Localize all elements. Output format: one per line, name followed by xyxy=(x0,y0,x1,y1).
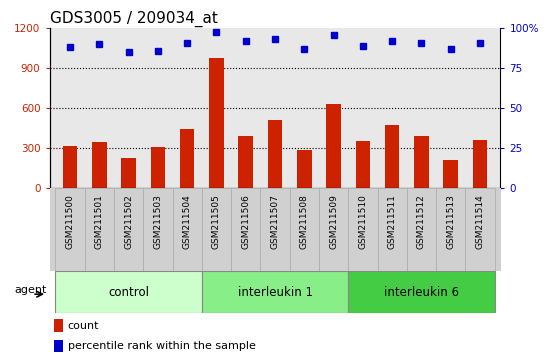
Bar xyxy=(385,125,399,188)
Bar xyxy=(348,271,494,313)
Text: GSM211505: GSM211505 xyxy=(212,194,221,249)
Bar xyxy=(209,58,224,188)
Text: count: count xyxy=(68,320,99,331)
Bar xyxy=(407,188,436,271)
Bar xyxy=(238,136,253,188)
Bar xyxy=(231,188,260,271)
Bar xyxy=(56,188,85,271)
Bar xyxy=(143,188,173,271)
Bar xyxy=(260,188,290,271)
Bar xyxy=(377,188,407,271)
Bar xyxy=(50,188,501,271)
Bar xyxy=(114,188,143,271)
Bar xyxy=(54,319,63,332)
Text: control: control xyxy=(108,286,149,298)
Bar xyxy=(202,188,231,271)
Bar xyxy=(465,188,494,271)
Text: GSM211506: GSM211506 xyxy=(241,194,250,249)
Bar xyxy=(297,150,312,188)
Bar xyxy=(173,188,202,271)
Bar xyxy=(92,142,107,188)
Bar xyxy=(472,140,487,188)
Bar xyxy=(63,147,78,188)
Bar xyxy=(319,188,348,271)
Bar xyxy=(85,188,114,271)
Bar xyxy=(414,136,429,188)
Bar xyxy=(121,159,136,188)
Text: GSM211509: GSM211509 xyxy=(329,194,338,249)
Text: GSM211502: GSM211502 xyxy=(124,194,133,249)
Text: GSM211504: GSM211504 xyxy=(183,194,191,249)
Text: percentile rank within the sample: percentile rank within the sample xyxy=(68,341,255,351)
Bar xyxy=(290,188,319,271)
Text: interleukin 6: interleukin 6 xyxy=(384,286,459,298)
Text: GDS3005 / 209034_at: GDS3005 / 209034_at xyxy=(50,11,217,27)
Text: GSM211510: GSM211510 xyxy=(359,194,367,249)
Text: GSM211503: GSM211503 xyxy=(153,194,162,249)
Text: GSM211501: GSM211501 xyxy=(95,194,104,249)
Bar xyxy=(151,147,165,188)
Bar xyxy=(56,271,202,313)
Text: agent: agent xyxy=(15,285,47,295)
Text: GSM211513: GSM211513 xyxy=(446,194,455,249)
Bar xyxy=(436,188,465,271)
Bar xyxy=(443,160,458,188)
Text: GSM211500: GSM211500 xyxy=(65,194,74,249)
Text: interleukin 1: interleukin 1 xyxy=(238,286,312,298)
Bar xyxy=(355,141,370,188)
Bar xyxy=(202,271,348,313)
Text: GSM211512: GSM211512 xyxy=(417,194,426,249)
Bar xyxy=(54,340,63,352)
Text: GSM211507: GSM211507 xyxy=(271,194,279,249)
Bar xyxy=(326,104,341,188)
Bar xyxy=(268,120,282,188)
Text: GSM211514: GSM211514 xyxy=(476,194,485,249)
Text: GSM211508: GSM211508 xyxy=(300,194,309,249)
Bar xyxy=(180,129,195,188)
Bar xyxy=(348,188,377,271)
Text: GSM211511: GSM211511 xyxy=(388,194,397,249)
